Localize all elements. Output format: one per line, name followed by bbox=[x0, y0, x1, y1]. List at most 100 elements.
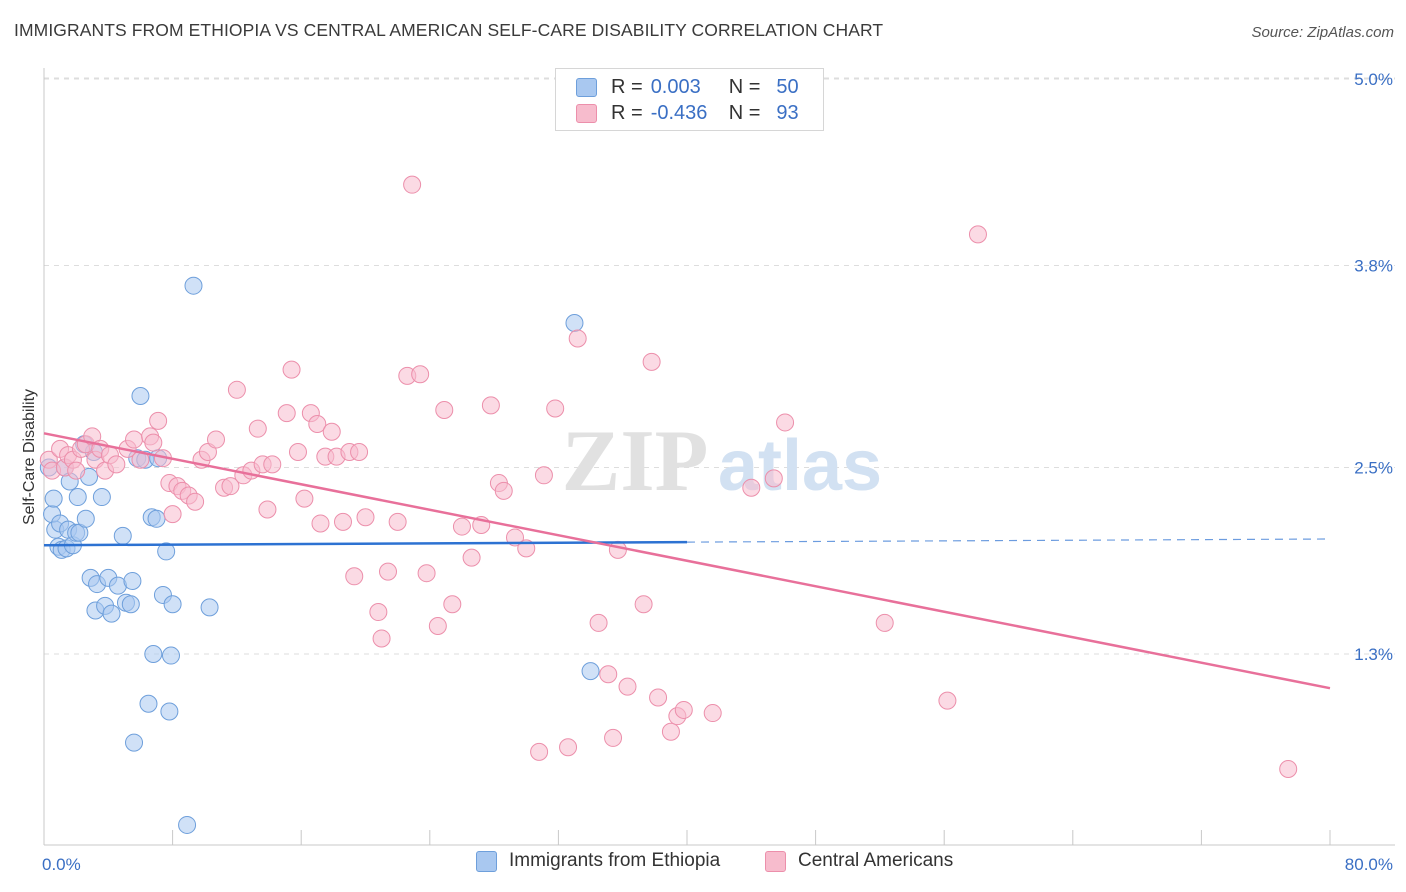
central-american-point bbox=[107, 455, 126, 474]
series-legend: Immigrants from Ethiopia Central America… bbox=[0, 850, 1406, 880]
chart-title: IMMIGRANTS FROM ETHIOPIA VS CENTRAL AMER… bbox=[14, 20, 884, 40]
central-americans-trend-line bbox=[43, 432, 1331, 690]
legend-swatch-pink bbox=[576, 103, 597, 123]
legend-n-value: 50 bbox=[776, 75, 799, 98]
central-american-point bbox=[333, 512, 352, 531]
trend-lines bbox=[43, 432, 1331, 690]
central-american-point bbox=[322, 422, 341, 441]
central-american-point bbox=[311, 514, 330, 533]
central-american-point bbox=[125, 430, 144, 449]
central-american-point bbox=[674, 700, 693, 719]
y-axis-label: Self-Care Disability bbox=[21, 389, 38, 525]
legend-n-label: N = bbox=[728, 75, 761, 98]
central-american-point bbox=[435, 401, 454, 420]
ethiopia-trend-extension bbox=[686, 538, 1331, 543]
ethiopia-point bbox=[160, 702, 179, 721]
central-american-point bbox=[634, 595, 653, 614]
x-tick-label-max: 80.0% bbox=[1345, 855, 1393, 874]
central-american-point bbox=[546, 399, 565, 418]
central-american-point bbox=[248, 419, 267, 438]
central-american-point bbox=[345, 567, 364, 586]
ethiopia-point bbox=[565, 313, 584, 332]
central-american-point bbox=[462, 548, 481, 567]
central-american-point bbox=[221, 477, 240, 496]
central-american-point bbox=[534, 466, 553, 485]
legend-label-ethiopia: Immigrants from Ethiopia bbox=[509, 850, 721, 871]
central-american-point bbox=[144, 433, 163, 452]
central-american-point bbox=[875, 613, 894, 632]
watermark-zip: ZIP bbox=[562, 413, 709, 510]
ethiopia-point bbox=[161, 646, 180, 665]
legend-r-value: -0.436 bbox=[650, 101, 708, 124]
ethiopia-point bbox=[163, 595, 182, 614]
central-american-point bbox=[308, 415, 327, 433]
central-american-point bbox=[938, 691, 957, 710]
ethiopia-point bbox=[178, 815, 197, 834]
central-american-point bbox=[661, 722, 680, 741]
central-american-point bbox=[379, 562, 398, 581]
central-american-point bbox=[443, 595, 462, 614]
central-american-point bbox=[481, 396, 500, 415]
correlation-legend: R = 0.003 N = 50 R = -0.436 N = 93 bbox=[555, 68, 824, 131]
ethiopia-point bbox=[92, 488, 111, 507]
x-tick-label-min: 0.0% bbox=[42, 855, 81, 874]
central-american-point bbox=[608, 540, 627, 559]
central-american-point bbox=[149, 411, 168, 430]
central-american-point bbox=[428, 617, 447, 636]
central-american-point bbox=[764, 469, 783, 488]
central-american-point bbox=[277, 404, 296, 423]
legend-r-label: R = bbox=[611, 75, 643, 98]
central-american-point bbox=[227, 380, 246, 399]
central-american-point bbox=[417, 564, 436, 583]
central-american-point bbox=[589, 613, 608, 632]
ethiopia-trend-line bbox=[43, 540, 688, 547]
ethiopia-point bbox=[102, 604, 121, 623]
central-american-point bbox=[649, 688, 668, 707]
central-american-point bbox=[1279, 760, 1298, 778]
y-tick-label: 1.3% bbox=[1354, 645, 1393, 664]
central-american-point bbox=[263, 455, 282, 474]
legend-n-value: 93 bbox=[776, 101, 799, 124]
central-american-point bbox=[356, 508, 375, 527]
legend-item-central-americans: Central Americans bbox=[765, 850, 953, 872]
central-american-point bbox=[742, 478, 761, 497]
central-american-point bbox=[403, 175, 422, 194]
central-american-point bbox=[186, 492, 205, 511]
ethiopia-point bbox=[113, 526, 132, 545]
central-american-point bbox=[559, 738, 578, 757]
ethiopia-point bbox=[121, 595, 140, 614]
central-american-point bbox=[258, 500, 277, 519]
legend-row-ethiopia: R = 0.003 N = 50 bbox=[576, 74, 799, 100]
watermark-atlas: atlas bbox=[718, 426, 882, 506]
ethiopia-point bbox=[131, 387, 150, 406]
central-american-point bbox=[452, 517, 471, 536]
legend-label-central-americans: Central Americans bbox=[798, 850, 954, 871]
legend-swatch-blue bbox=[576, 77, 597, 97]
axis-labels: 1.3% 2.5% 3.8% 5.0% 0.0% 80.0% Self-Care Disab… bbox=[21, 70, 1393, 874]
central-american-point bbox=[295, 489, 314, 508]
ethiopia-point bbox=[200, 598, 219, 617]
legend-swatch-pink bbox=[765, 850, 786, 872]
legend-swatch-blue bbox=[476, 850, 497, 872]
central-american-point bbox=[530, 742, 549, 761]
central-american-point bbox=[282, 360, 301, 379]
central-american-point bbox=[568, 329, 587, 348]
central-american-point bbox=[494, 481, 513, 500]
ethiopia-point bbox=[139, 694, 158, 713]
central-american-point bbox=[968, 225, 987, 244]
central-american-point bbox=[618, 677, 637, 696]
ethiopia-point bbox=[581, 662, 600, 681]
ethiopia-point bbox=[76, 509, 95, 528]
y-tick-label: 3.8% bbox=[1354, 256, 1393, 275]
central-american-point bbox=[776, 413, 795, 432]
ethiopia-point bbox=[44, 489, 63, 508]
legend-row-central-americans: R = -0.436 N = 93 bbox=[576, 100, 799, 126]
central-american-point bbox=[207, 430, 226, 449]
y-tick-label: 5.0% bbox=[1354, 70, 1393, 89]
central-american-point bbox=[350, 442, 369, 461]
ethiopia-point bbox=[144, 645, 163, 663]
central-american-point bbox=[599, 665, 618, 684]
central-american-point bbox=[288, 442, 307, 461]
central-american-point bbox=[388, 512, 407, 531]
